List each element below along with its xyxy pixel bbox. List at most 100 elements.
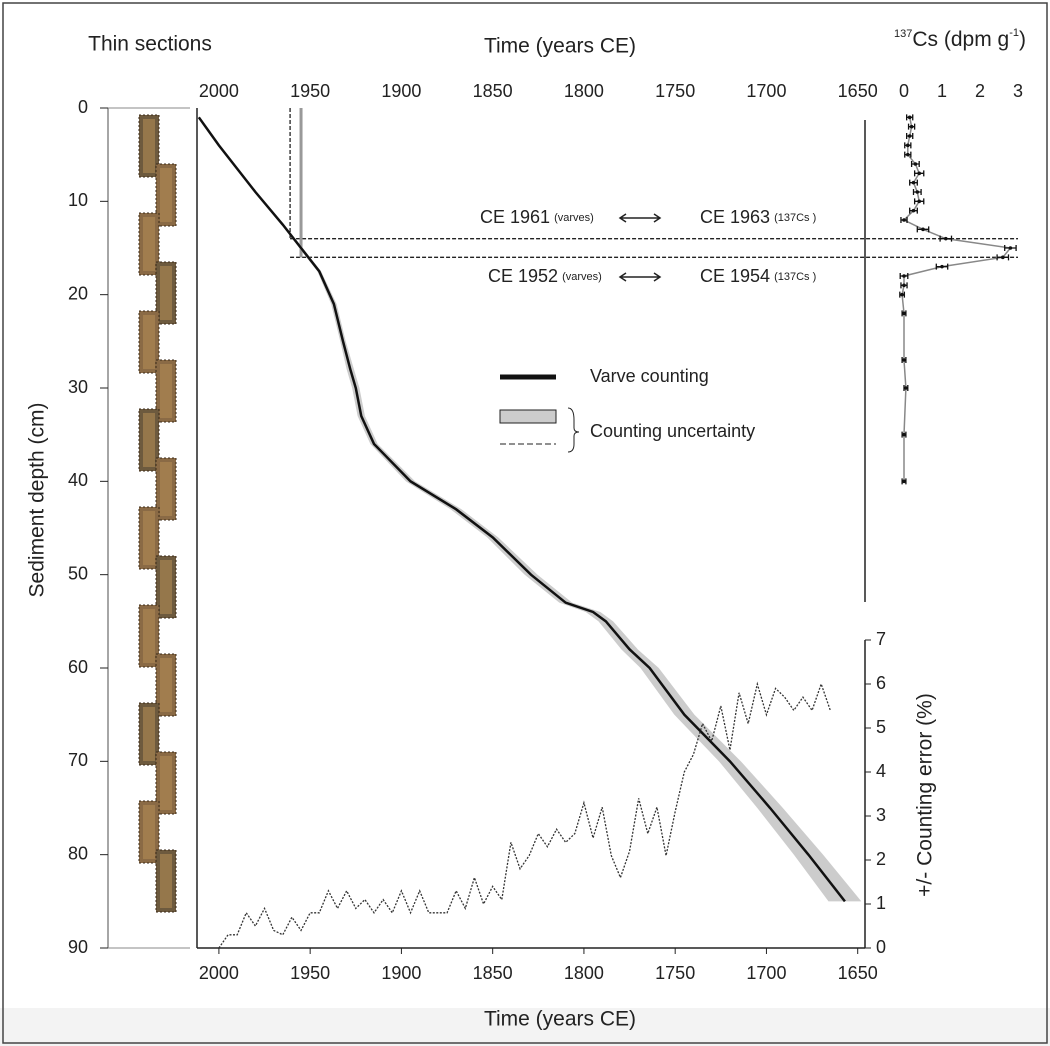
cs-tick-label: 2 xyxy=(975,81,985,101)
x-tick-label: 1900 xyxy=(381,963,421,983)
cs-point xyxy=(911,208,916,213)
cs-title-sup: 137 xyxy=(894,28,912,40)
x-axis-title: Time (years CE) xyxy=(484,1008,636,1031)
footer-strip xyxy=(0,1008,1050,1046)
thin-section-band xyxy=(143,805,155,859)
y-tick-label: 0 xyxy=(78,97,88,117)
annotation: CE 1963 (137Cs ) xyxy=(700,207,816,227)
cs-point xyxy=(911,180,916,185)
annotation-arrow xyxy=(618,272,662,282)
cs-point xyxy=(913,162,918,166)
error-line xyxy=(218,681,831,949)
top-x-axis-title: Time (years CE) xyxy=(484,35,636,58)
thin-section-band xyxy=(143,609,155,663)
annotation-arrow xyxy=(618,213,662,223)
y2-tick-label: 1 xyxy=(876,893,886,913)
y2-tick-label: 6 xyxy=(876,673,886,693)
annotation-note: (137Cs ) xyxy=(774,271,816,283)
panel-label: Thin sections xyxy=(88,33,212,56)
thin-section-band xyxy=(160,560,172,614)
x-tick-label: 2000 xyxy=(199,963,239,983)
y2-axis-title: +/- Counting error (%) xyxy=(914,693,937,897)
y-tick-label: 70 xyxy=(68,750,88,770)
axes xyxy=(107,108,866,949)
y2-tick-label: 0 xyxy=(876,937,886,957)
y-tick-label: 90 xyxy=(68,937,88,957)
x-tick-label: 1750 xyxy=(655,963,695,983)
cs-point xyxy=(915,190,920,194)
top-x-tick-label: 2000 xyxy=(199,81,239,101)
y-tick-label: 30 xyxy=(68,377,88,397)
cs-point xyxy=(904,386,908,390)
cs-point xyxy=(902,274,906,278)
cs-point xyxy=(917,199,921,204)
top-x-tick-label: 1650 xyxy=(838,81,878,101)
uncertainty-band xyxy=(198,117,862,902)
cs-point xyxy=(902,479,906,484)
top-x-tick-label: 1900 xyxy=(381,81,421,101)
thin-section-band xyxy=(160,462,172,516)
top-x-tick-label: 1850 xyxy=(473,81,513,101)
thin-section-band xyxy=(143,315,155,369)
y-tick-label: 40 xyxy=(68,470,88,490)
top-x-tick-label: 1800 xyxy=(564,81,604,101)
annotation-text: CE 1954 xyxy=(700,266,770,286)
cs-point xyxy=(902,432,906,437)
y-tick-label: 80 xyxy=(68,843,88,863)
y2-tick-label: 5 xyxy=(876,717,886,737)
annotation-note: (varves) xyxy=(562,271,602,283)
thin-section-band xyxy=(160,658,172,712)
cs-point xyxy=(902,311,906,316)
y2-tick-label: 4 xyxy=(876,761,886,781)
top-x-tick-label: 1700 xyxy=(746,81,786,101)
cs-point xyxy=(921,227,925,232)
legend-band xyxy=(499,409,557,424)
varve-line xyxy=(197,116,846,903)
cs-point xyxy=(1008,246,1013,250)
x-tick-label: 1850 xyxy=(473,963,513,983)
annotation: CE 1954 (137Cs ) xyxy=(700,266,816,286)
cs-point xyxy=(944,236,948,241)
y-axis-title: Sediment depth (cm) xyxy=(26,403,49,598)
cs-title-end: ) xyxy=(1019,28,1026,51)
legend-brace xyxy=(567,407,580,453)
annotation-text: CE 1963 xyxy=(700,207,770,227)
cs-point xyxy=(906,143,910,148)
thin-section-band xyxy=(160,266,172,320)
cs-point xyxy=(907,134,912,138)
x-tick-label: 1800 xyxy=(564,963,604,983)
y2-tick-label: 3 xyxy=(876,805,886,825)
cs-tick-label: 3 xyxy=(1013,81,1023,101)
annotation: CE 1952 (varves) xyxy=(488,266,602,286)
annotation-text: CE 1961 xyxy=(480,207,550,227)
cs-point xyxy=(1001,255,1005,260)
cs-tick-label: 1 xyxy=(937,81,947,101)
cs-point xyxy=(902,358,906,362)
x-tick-label: 1700 xyxy=(746,963,786,983)
thin-section-band xyxy=(143,119,155,173)
cs-point xyxy=(907,115,912,120)
cs-title-main: Cs (dpm g xyxy=(912,28,1009,51)
annotation-note: (varves) xyxy=(554,212,594,224)
annotation: CE 1961 (varves) xyxy=(480,207,594,227)
y-tick-label: 60 xyxy=(68,657,88,677)
thin-section-band xyxy=(160,854,172,908)
cs-title-exp: -1 xyxy=(1009,27,1019,39)
cs-point xyxy=(909,124,914,129)
cs-title: 137Cs (dpm g-1) xyxy=(894,27,1026,51)
cs-point xyxy=(900,292,904,297)
y-tick-label: 20 xyxy=(68,283,88,303)
annotation-text: CE 1952 xyxy=(488,266,558,286)
x-tick-label: 1650 xyxy=(838,963,878,983)
legend-label: Counting uncertainty xyxy=(590,421,755,441)
cs-point xyxy=(917,171,921,176)
y2-tick-label: 7 xyxy=(876,629,886,649)
cs-point xyxy=(940,264,944,269)
thin-section-band xyxy=(160,756,172,810)
thin-section-band xyxy=(143,511,155,565)
x-tick-label: 1950 xyxy=(290,963,330,983)
legend-label: Varve counting xyxy=(590,366,709,386)
thin-section-band xyxy=(143,413,155,467)
thin-section-band xyxy=(160,364,172,418)
